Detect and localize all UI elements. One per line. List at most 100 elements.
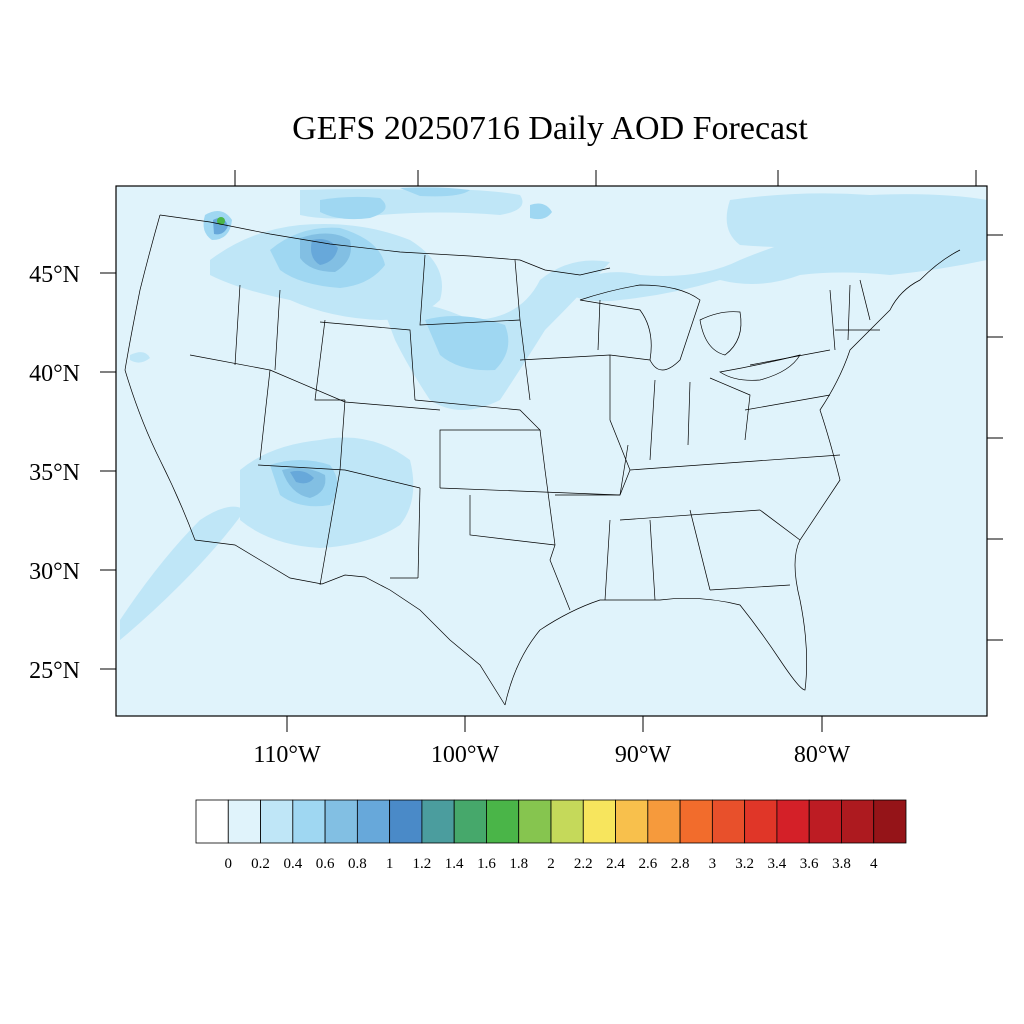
colorbar-swatch bbox=[324, 799, 358, 844]
colorbar-swatch bbox=[873, 799, 907, 844]
colorbar-swatch bbox=[647, 799, 681, 844]
state-line bbox=[859, 279, 871, 321]
colorbar-label: 3.2 bbox=[735, 856, 754, 872]
colorbar-swatch bbox=[615, 799, 649, 844]
colorbar-swatch bbox=[841, 799, 875, 844]
top-tick-marks bbox=[234, 170, 977, 186]
colorbar-label: 0.8 bbox=[348, 856, 367, 872]
colorbar-swatch bbox=[744, 799, 778, 844]
aod-plume-pacific-streak bbox=[130, 352, 150, 363]
lon-label: 90°W bbox=[615, 742, 672, 768]
political-boundaries bbox=[124, 214, 961, 706]
state-line bbox=[514, 259, 531, 401]
state-line bbox=[759, 509, 801, 541]
map-frame bbox=[115, 185, 988, 717]
aod-plumes bbox=[120, 187, 987, 640]
colorbar-swatch bbox=[808, 799, 842, 844]
state-line bbox=[609, 355, 631, 496]
great-lakes-outline bbox=[699, 311, 742, 356]
state-line bbox=[619, 509, 761, 521]
great-lakes-outline bbox=[579, 284, 701, 371]
state-line bbox=[319, 321, 416, 401]
map-title: GEFS 20250716 Daily AOD Forecast bbox=[292, 110, 808, 147]
us-mexico-border bbox=[194, 539, 506, 706]
lat-label: 40°N bbox=[29, 361, 80, 387]
state-line bbox=[709, 584, 791, 591]
colorbar-swatch bbox=[227, 799, 261, 844]
colorbar-label: 2 bbox=[547, 856, 555, 872]
state-line bbox=[234, 284, 241, 366]
aod-plume-great-lakes-northeast bbox=[530, 203, 552, 220]
state-line bbox=[539, 429, 571, 611]
lon-label: 110°W bbox=[253, 742, 321, 768]
state-line bbox=[689, 509, 711, 591]
colorbar-swatch bbox=[292, 799, 326, 844]
lat-label: 30°N bbox=[29, 559, 80, 585]
colorbar-label: 3.6 bbox=[800, 856, 819, 872]
colorbar-swatch bbox=[550, 799, 584, 844]
lat-label: 45°N bbox=[29, 262, 80, 288]
lon-label: 80°W bbox=[794, 742, 851, 768]
state-line bbox=[439, 487, 621, 496]
colorbar-label: 1.6 bbox=[477, 856, 496, 872]
colorbar-label: 1.8 bbox=[509, 856, 528, 872]
state-line bbox=[847, 284, 851, 341]
state-line bbox=[649, 519, 656, 601]
left-tick-marks bbox=[100, 272, 116, 670]
state-line bbox=[604, 519, 611, 601]
aod-plume-great-lakes-northeast bbox=[726, 193, 987, 248]
colorbar-swatch bbox=[421, 799, 455, 844]
state-line bbox=[257, 464, 421, 489]
colorbar-label: 0.4 bbox=[283, 856, 302, 872]
longitude-labels: 110°W 100°W 90°W 80°W bbox=[253, 742, 850, 768]
state-line bbox=[419, 254, 521, 326]
colorbar-label: 1.4 bbox=[445, 856, 464, 872]
us-canada-border bbox=[159, 214, 611, 276]
state-line bbox=[709, 377, 751, 441]
aod-plume-montana bbox=[311, 239, 338, 265]
colorbar-swatch bbox=[486, 799, 520, 844]
lat-label: 25°N bbox=[29, 658, 80, 684]
colorbar-label: 4 bbox=[870, 856, 878, 872]
state-line bbox=[417, 487, 421, 579]
colorbar-label: 0.2 bbox=[251, 856, 270, 872]
colorbar-swatch bbox=[518, 799, 552, 844]
colorbar-label: 2.4 bbox=[606, 856, 625, 872]
great-lakes-outline bbox=[719, 354, 801, 381]
lat-label: 35°N bbox=[29, 460, 80, 486]
aod-plume-pacific-streak bbox=[120, 506, 245, 640]
state-line bbox=[274, 289, 281, 371]
us-gulf-coast bbox=[504, 249, 961, 706]
lon-label: 100°W bbox=[431, 742, 500, 768]
state-line bbox=[744, 394, 831, 411]
colorbar-swatch bbox=[582, 799, 616, 844]
colorbar-swatch bbox=[195, 799, 229, 844]
colorbar-label: 2.2 bbox=[574, 856, 593, 872]
colorbar-swatch bbox=[776, 799, 810, 844]
state-line bbox=[749, 349, 831, 366]
colorbar-label: 3.8 bbox=[832, 856, 851, 872]
state-line bbox=[687, 381, 691, 446]
colorbar-swatch bbox=[356, 799, 391, 844]
colorbar-label: 3 bbox=[709, 856, 717, 872]
bottom-tick-marks bbox=[286, 716, 823, 732]
state-line bbox=[469, 495, 556, 546]
state-line bbox=[629, 454, 841, 471]
aod-plume-washington bbox=[217, 217, 225, 225]
aod-plume-northern-plains bbox=[425, 316, 509, 371]
right-tick-marks bbox=[987, 234, 1003, 641]
colorbar: 0 0.2 0.4 0.6 0.8 1 1.2 1.4 1.6 1.8 2 2.2 2.4 2.6 2.8 3… bbox=[195, 799, 907, 872]
colorbar-swatch bbox=[711, 799, 746, 844]
colorbar-label: 1 bbox=[386, 856, 394, 872]
latitude-labels: 45°N 40°N 35°N 30°N 25°N bbox=[29, 262, 80, 684]
state-line bbox=[829, 289, 836, 351]
colorbar-label: 3.4 bbox=[768, 856, 787, 872]
colorbar-label: 2.6 bbox=[638, 856, 657, 872]
colorbar-label: 2.8 bbox=[671, 856, 690, 872]
aod-plume-northern-canada bbox=[400, 187, 470, 197]
aod-plume-northern-canada bbox=[320, 196, 386, 220]
colorbar-label: 0.6 bbox=[316, 856, 335, 872]
colorbar-swatch bbox=[260, 799, 294, 844]
colorbar-swatch bbox=[453, 799, 487, 844]
